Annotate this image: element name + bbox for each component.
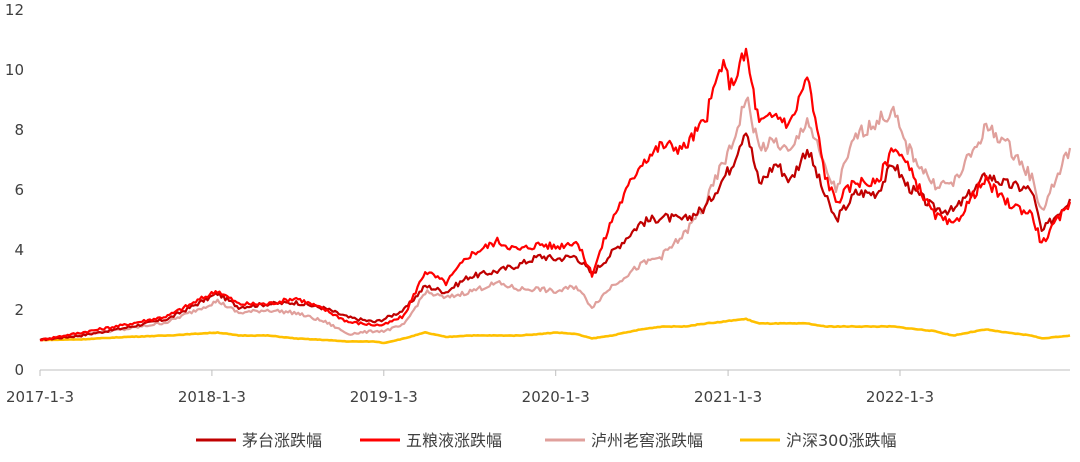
x-axis: 2017-1-3 2018-1-3 2019-1-3 2020-1-3 2021-1-3… <box>6 369 1070 406</box>
y-tick-label: 12 <box>5 1 24 19</box>
x-tick-label: 2019-1-3 <box>350 388 418 406</box>
x-tick-label: 2018-1-3 <box>178 388 246 406</box>
x-tick-label: 2017-1-3 <box>6 388 74 406</box>
x-tick-label: 2021-1-3 <box>694 388 762 406</box>
series-line-0 <box>39 132 1072 342</box>
y-tick-label: 8 <box>14 121 24 139</box>
x-tick-label: 2020-1-3 <box>522 388 590 406</box>
series-line-2 <box>40 96 1072 342</box>
series-line-3 <box>39 317 1071 345</box>
legend: 茅台涨跌幅 五粮液涨跌幅 泸州老窖涨跌幅 沪深300涨跌幅 <box>196 431 897 450</box>
series-line-1 <box>39 47 1072 342</box>
series-lines <box>39 47 1072 345</box>
legend-label: 五粮液涨跌幅 <box>406 431 502 450</box>
y-tick-label: 2 <box>14 301 24 319</box>
legend-label: 沪深300涨跌幅 <box>786 431 897 450</box>
y-tick-label: 4 <box>14 241 24 259</box>
legend-label: 茅台涨跌幅 <box>242 431 322 450</box>
legend-label: 泸州老窖涨跌幅 <box>591 431 703 450</box>
y-tick-label: 0 <box>14 361 24 379</box>
y-tick-label: 6 <box>14 181 24 199</box>
x-tick-label: 2022-1-3 <box>866 388 934 406</box>
y-tick-label: 10 <box>5 61 24 79</box>
y-axis-ticks: 0 2 4 6 8 10 12 <box>5 1 24 379</box>
